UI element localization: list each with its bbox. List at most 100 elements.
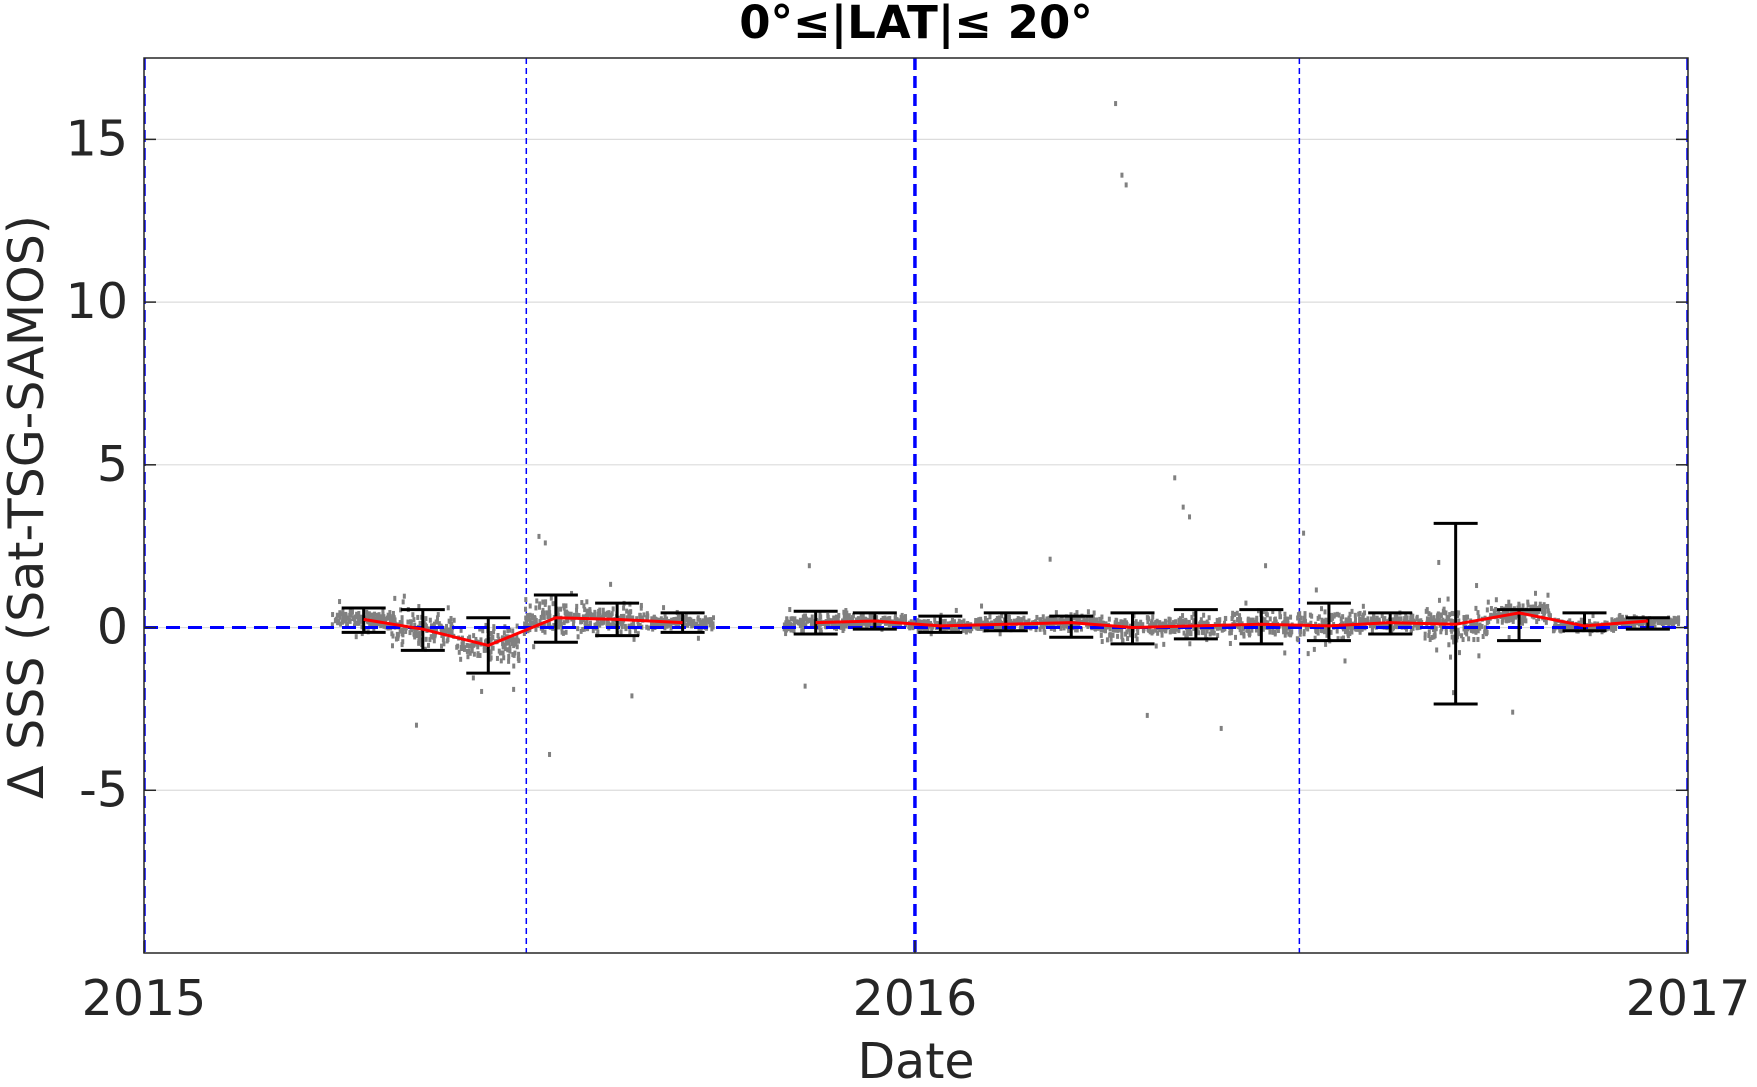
scatter-point [1171, 626, 1175, 632]
scatter-point [1242, 631, 1246, 637]
scatter-point [1425, 616, 1429, 622]
scatter-point [557, 617, 561, 623]
scatter-point [1316, 615, 1320, 621]
scatter-point [1228, 641, 1232, 647]
scatter-point [974, 617, 978, 623]
scatter-point [1268, 616, 1272, 622]
scatter-point [557, 624, 561, 630]
scatter-point [1257, 625, 1261, 631]
scatter-point [904, 618, 908, 624]
scatter-point [1442, 610, 1446, 616]
scatter-point [576, 626, 580, 632]
scatter-point [642, 612, 646, 618]
scatter-point [817, 622, 821, 628]
outlier-point [1452, 690, 1456, 696]
scatter-point [982, 620, 986, 626]
scatter-point [466, 654, 470, 660]
scatter-point [1186, 628, 1190, 634]
scatter-point [1205, 619, 1209, 625]
scatter-point [1536, 608, 1540, 614]
scatter-point [595, 622, 599, 628]
scatter-point [894, 614, 898, 620]
scatter-point [690, 621, 694, 627]
scatter-point [1507, 635, 1511, 641]
scatter-point [353, 620, 357, 626]
scatter-point [1257, 631, 1261, 637]
scatter-point [390, 643, 394, 649]
scatter-point [1261, 626, 1265, 632]
scatter-point [1075, 616, 1079, 622]
scatter-point [445, 638, 449, 644]
scatter-point [837, 612, 841, 618]
scatter-point [399, 607, 403, 613]
scatter-point [1627, 617, 1631, 623]
scatter-point [471, 675, 475, 681]
scatter-point [409, 619, 413, 625]
scatter-point [1300, 620, 1304, 626]
scatter-point [506, 628, 510, 634]
scatter-point [1411, 613, 1415, 619]
scatter-point [1025, 619, 1029, 625]
scatter-point [584, 613, 588, 619]
scatter-point [966, 627, 970, 633]
scatter-point [552, 623, 556, 629]
scatter-point [1323, 609, 1327, 615]
scatter-point [1192, 611, 1196, 617]
scatter-point [1088, 616, 1092, 622]
scatter-point [1173, 619, 1177, 625]
scatter-point [1659, 616, 1663, 622]
scatter-point [1526, 599, 1530, 605]
scatter-point [638, 622, 642, 628]
scatter-point [1614, 625, 1618, 631]
scatter-point [629, 609, 633, 615]
scatter-point [1325, 632, 1329, 638]
outlier-point [1437, 559, 1441, 565]
scatter-point [911, 624, 915, 630]
scatter-point [1506, 609, 1510, 615]
scatter-point [412, 631, 416, 637]
outlier-point [1048, 556, 1052, 562]
scatter-point [1023, 619, 1027, 625]
scatter-point [608, 622, 612, 628]
scatter-point [402, 625, 406, 631]
scatter-point [1289, 630, 1293, 636]
scatter-point [1039, 622, 1043, 628]
scatter-point [526, 613, 530, 619]
scatter-point [1306, 651, 1310, 657]
scatter-point [1141, 622, 1145, 628]
scatter-point [1218, 617, 1222, 623]
scatter-point [574, 612, 578, 618]
scatter-point [1494, 597, 1498, 603]
scatter-point [1229, 630, 1233, 636]
scatter-point [357, 611, 361, 617]
scatter-point [886, 616, 890, 622]
scatter-point [1456, 628, 1460, 634]
scatter-point [611, 621, 615, 627]
outlier-point [1173, 475, 1177, 481]
y-tick-label: 10 [66, 273, 128, 330]
scatter-point [544, 599, 548, 605]
scatter-point [359, 614, 363, 620]
scatter-point [1202, 620, 1206, 626]
scatter-point [338, 610, 342, 616]
scatter-point [492, 629, 496, 635]
scatter-point [1314, 627, 1318, 633]
scatter-point [442, 641, 446, 647]
scatter-point [1375, 615, 1379, 621]
scatter-point [1546, 592, 1550, 598]
scatter-point [341, 608, 345, 614]
scatter-point [1376, 618, 1380, 624]
scatter-point [596, 611, 600, 617]
scatter-point [490, 634, 494, 640]
scatter-point [1298, 628, 1302, 634]
scatter-point [1016, 616, 1020, 622]
scatter-point [1429, 612, 1433, 618]
outlier-point [1264, 563, 1268, 569]
scatter-point [502, 642, 506, 648]
scatter-point [1444, 610, 1448, 616]
scatter-point [1349, 627, 1353, 633]
scatter-point [1121, 619, 1125, 625]
scatter-point [1474, 629, 1478, 635]
scatter-point [418, 620, 422, 626]
scatter-point [417, 604, 421, 610]
